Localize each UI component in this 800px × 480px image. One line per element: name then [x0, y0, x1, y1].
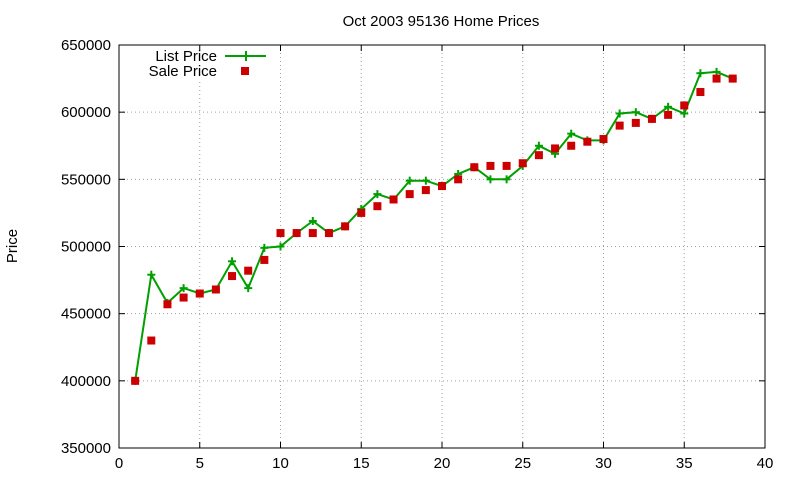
sale-price-point	[680, 101, 689, 110]
sale-price-point	[712, 74, 721, 83]
list-price-point	[179, 284, 188, 293]
x-tick-label: 5	[196, 455, 204, 472]
sale-price-point	[438, 182, 446, 191]
x-tick-label: 30	[595, 455, 612, 472]
legend-marker-list-price	[241, 51, 251, 61]
legend-label-sale-price: Sale Price	[149, 63, 217, 80]
list-price-point	[615, 109, 624, 118]
sale-price-point	[324, 229, 333, 238]
legend-label-list-price: List Price	[155, 48, 217, 65]
sale-price-point	[373, 202, 382, 211]
sale-price-point	[276, 229, 285, 238]
sale-price-point	[195, 289, 204, 298]
sale-price-point	[163, 300, 172, 309]
axis-ticks: 0 5 10 15 20 25 30 35 40 350000 400000 450000 500000…	[61, 37, 773, 472]
sale-price-point	[486, 161, 495, 170]
list-price-point	[421, 176, 430, 185]
sale-price-point	[583, 137, 592, 146]
legend-marker-sale-price	[241, 67, 249, 75]
list-price-point	[486, 175, 495, 184]
sale-price-point	[211, 285, 220, 294]
list-price-point	[502, 175, 511, 184]
list-price-point	[631, 108, 640, 117]
sale-price-point	[244, 266, 253, 275]
sale-price-point	[696, 88, 705, 97]
list-price-point	[260, 243, 269, 252]
plot-frame	[118, 44, 766, 449]
sale-price-point	[228, 272, 237, 281]
x-tick-label: 20	[434, 455, 451, 472]
y-tick-label: 650000	[61, 37, 111, 54]
legend: List Price Sale Price	[149, 48, 266, 80]
y-tick-label: 600000	[61, 104, 111, 121]
sale-price-point	[179, 293, 188, 302]
list-price-point	[696, 69, 705, 78]
list-price-point	[147, 270, 156, 279]
y-tick-label: 550000	[61, 171, 111, 188]
sale-price-point	[421, 186, 430, 195]
list-price-point	[664, 102, 673, 111]
sale-price-point	[292, 229, 301, 238]
sale-price-point	[728, 74, 737, 83]
y-tick-label: 400000	[61, 373, 111, 390]
sale-price-point	[389, 195, 398, 204]
series-layer	[131, 67, 737, 385]
list-price-point	[308, 216, 317, 225]
x-tick-label: 40	[757, 455, 774, 472]
sale-price-point	[308, 229, 317, 238]
list-price-line	[134, 70, 734, 381]
list-price-point	[244, 284, 253, 293]
sale-price-point	[147, 336, 156, 345]
y-tick-label: 500000	[61, 239, 111, 256]
x-tick-label: 15	[353, 455, 370, 472]
sale-price-point	[341, 222, 350, 231]
list-price-point	[712, 67, 721, 76]
series-sale-price	[131, 74, 737, 385]
list-price-point	[680, 109, 689, 118]
x-tick-label: 35	[676, 455, 693, 472]
list-price-point	[405, 176, 414, 185]
sale-price-point	[260, 255, 269, 264]
x-tick-label: 0	[115, 455, 123, 472]
chart-title: Oct 2003 95136 Home Prices	[343, 13, 540, 30]
sale-price-point	[470, 163, 479, 172]
sale-price-point	[518, 159, 527, 168]
y-tick-label: 350000	[61, 440, 111, 457]
sale-price-point	[631, 118, 640, 127]
sale-price-point	[647, 114, 656, 123]
sale-price-point	[502, 161, 511, 170]
sale-price-point	[534, 151, 543, 160]
series-list-price	[131, 67, 737, 385]
y-axis-label: Price	[4, 229, 21, 263]
list-price-point	[534, 141, 543, 150]
list-price-point	[276, 242, 285, 251]
sale-price-point	[357, 208, 366, 217]
grid-lines	[119, 45, 765, 448]
sale-price-point	[551, 144, 560, 153]
x-tick-label: 10	[272, 455, 289, 472]
y-tick-label: 450000	[61, 306, 111, 323]
sale-price-point	[567, 141, 576, 150]
sale-price-point	[599, 135, 608, 144]
list-price-point	[567, 129, 576, 138]
sale-price-point	[664, 110, 673, 119]
sale-price-point	[615, 121, 624, 130]
list-price-point	[228, 257, 237, 266]
sale-price-point	[131, 376, 140, 385]
sale-price-point	[454, 175, 463, 184]
x-tick-label: 25	[514, 455, 531, 472]
sale-price-point	[405, 190, 414, 199]
list-price-point	[373, 190, 382, 199]
